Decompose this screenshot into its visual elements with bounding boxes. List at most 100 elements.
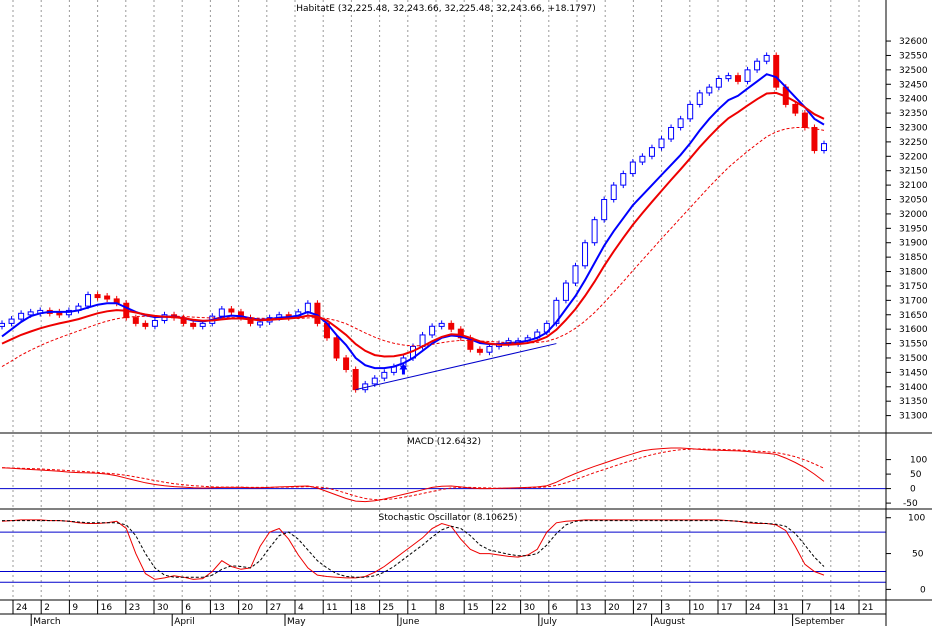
y-tick-label: 100 xyxy=(908,514,925,524)
x-day-label: 13 xyxy=(580,603,591,613)
x-day-label: 22 xyxy=(495,603,506,613)
candle-down xyxy=(448,322,455,330)
candle-down xyxy=(104,295,111,300)
x-day-label: 31 xyxy=(777,603,788,613)
candle-up xyxy=(199,322,206,327)
x-day-label: 1 xyxy=(411,603,417,613)
candle-up xyxy=(687,103,694,120)
trendline xyxy=(355,343,557,391)
x-day-label: 14 xyxy=(834,603,846,613)
y-tick-label: 32400 xyxy=(899,95,928,105)
x-day-label: 24 xyxy=(16,603,28,613)
x-day-label: 7 xyxy=(806,603,812,613)
y-tick-label: 31350 xyxy=(899,397,928,407)
up-arrow-icon xyxy=(399,363,408,375)
candle-down xyxy=(132,317,139,324)
x-day-label: 30 xyxy=(157,603,169,613)
candle-down xyxy=(734,75,741,82)
x-day-label: 21 xyxy=(862,603,873,613)
candle-down xyxy=(476,348,483,353)
y-tick-label: 32550 xyxy=(899,51,928,61)
x-day-label: 2 xyxy=(44,603,50,613)
y-tick-label: 32250 xyxy=(899,138,928,148)
candle-up xyxy=(8,318,15,324)
candle-down xyxy=(352,368,359,391)
candle-down xyxy=(190,322,197,327)
candle-up xyxy=(85,294,92,307)
candle-up xyxy=(591,219,598,244)
candle-down xyxy=(142,322,149,327)
y-tick-label: 31500 xyxy=(899,354,928,364)
candle-up xyxy=(715,78,722,88)
candle-up xyxy=(754,60,761,71)
x-day-label: 8 xyxy=(439,603,445,613)
candle-up xyxy=(257,321,264,326)
x-day-label: 13 xyxy=(213,603,224,613)
candle-up xyxy=(821,143,827,152)
y-tick-label: 31900 xyxy=(899,239,928,249)
x-day-label: 6 xyxy=(552,603,558,613)
candle-up xyxy=(218,308,225,317)
y-tick-label: 32050 xyxy=(899,196,928,206)
macd-panel: MACD (12.6432) 100 50 0 -50 xyxy=(0,437,927,509)
vertical-grid xyxy=(12,0,860,600)
x-day-label: 4 xyxy=(298,603,304,613)
y-tick-label: 32100 xyxy=(899,181,928,191)
x-month-label: September xyxy=(795,617,845,626)
candle-down xyxy=(94,294,101,299)
x-day-label: 27 xyxy=(636,603,647,613)
candle-up xyxy=(668,126,675,140)
price-panel: HabitatE (32,225.48, 32,243.66, 32,225.4… xyxy=(0,4,928,422)
y-tick-label: 32200 xyxy=(899,152,928,162)
price-y-axis: 32600 32550 32500 32450 32400 32350 32300 32250… xyxy=(886,37,928,422)
candle-up xyxy=(562,282,569,301)
y-tick-label: 31650 xyxy=(899,311,928,321)
x-axis: 24 2 9 16 23 30 6 13 20 27 4 11 18 25 1 8 15 22 30 6 13 20 27 3… xyxy=(12,600,873,626)
x-month-label: April xyxy=(174,617,195,626)
candle-down xyxy=(792,103,799,114)
y-tick-label: 32000 xyxy=(899,210,928,220)
x-day-label: 3 xyxy=(665,603,671,613)
moving-average-line xyxy=(1,91,825,358)
macd-line xyxy=(1,447,825,503)
candle-up xyxy=(677,118,684,128)
candle-down xyxy=(333,337,340,359)
y-tick-label: 32450 xyxy=(899,80,928,90)
stochastic-line xyxy=(1,519,825,580)
x-day-label: 9 xyxy=(72,603,78,613)
x-day-label: 16 xyxy=(101,603,113,613)
candle-up xyxy=(371,377,378,385)
x-day-label: 10 xyxy=(693,603,705,613)
stochastic-y-axis: 100 50 0 xyxy=(886,514,926,595)
x-month-label: May xyxy=(287,617,306,626)
stochastic-title: Stochastic Oscillator (8.10625) xyxy=(378,513,517,523)
candle-up xyxy=(648,147,655,157)
candle-up xyxy=(763,54,770,62)
candle-up xyxy=(725,75,732,80)
candle-up xyxy=(0,322,5,327)
x-day-label: 24 xyxy=(749,603,761,613)
x-month-label: June xyxy=(399,617,420,626)
x-day-label: 27 xyxy=(270,603,281,613)
candle-up xyxy=(381,371,388,379)
candle-up xyxy=(706,86,713,94)
y-tick-label: 31950 xyxy=(899,224,928,234)
x-month-label: July xyxy=(540,617,558,626)
candle-up xyxy=(27,311,34,316)
candle-down xyxy=(773,54,780,88)
y-tick-label: 32150 xyxy=(899,167,928,177)
candle-down xyxy=(801,112,808,128)
x-day-label: 15 xyxy=(467,603,478,613)
candle-down xyxy=(314,302,321,324)
y-tick-label: 32300 xyxy=(899,123,928,133)
candle-up xyxy=(304,302,311,313)
macd-line xyxy=(1,448,825,501)
y-tick-label: 31700 xyxy=(899,296,928,306)
candle-down xyxy=(343,357,350,370)
candle-up xyxy=(658,138,665,149)
y-tick-label: 31750 xyxy=(899,282,928,292)
x-day-label: 30 xyxy=(524,603,536,613)
candle-down xyxy=(811,126,818,152)
y-tick-label: 32350 xyxy=(899,109,928,119)
